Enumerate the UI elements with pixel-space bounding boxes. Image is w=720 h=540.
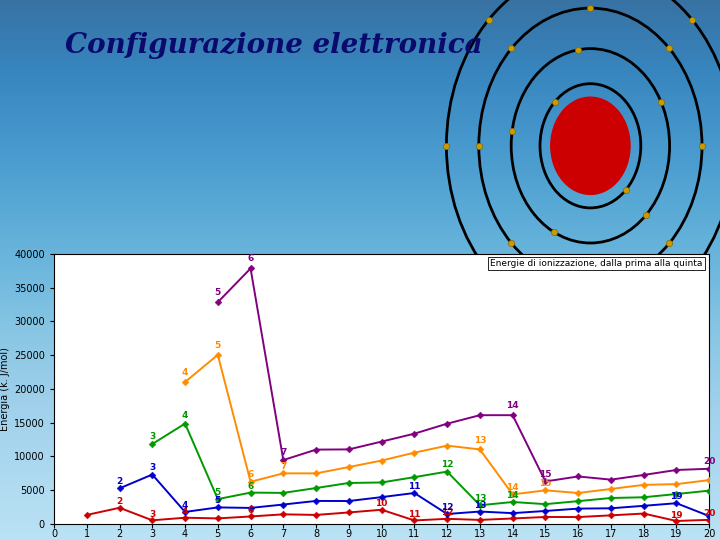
Text: 3: 3 <box>149 510 156 519</box>
Text: 12: 12 <box>441 503 454 512</box>
Text: 20: 20 <box>703 509 716 518</box>
Text: 6: 6 <box>248 506 253 515</box>
Text: 4: 4 <box>182 368 188 377</box>
Text: Energie di ionizzazione, dalla prima alla quinta: Energie di ionizzazione, dalla prima all… <box>490 259 703 268</box>
Text: 13: 13 <box>474 436 486 446</box>
Text: 5: 5 <box>215 496 221 505</box>
Text: 7: 7 <box>280 462 287 471</box>
Text: 7: 7 <box>280 448 287 457</box>
Text: 3: 3 <box>149 431 156 441</box>
Text: 10: 10 <box>375 499 388 508</box>
Text: 11: 11 <box>408 482 420 491</box>
Text: 4: 4 <box>182 501 188 510</box>
Text: 5: 5 <box>215 288 221 297</box>
Text: 5: 5 <box>215 341 221 350</box>
Text: 4: 4 <box>182 411 188 420</box>
Text: 15: 15 <box>539 478 552 488</box>
Text: 2: 2 <box>117 497 122 506</box>
Text: 14: 14 <box>506 491 519 500</box>
Text: 2: 2 <box>117 477 122 486</box>
Y-axis label: Energia (k. J/mol): Energia (k. J/mol) <box>0 347 10 431</box>
Text: 12: 12 <box>441 460 454 469</box>
Text: 12: 12 <box>441 509 454 517</box>
Text: 14: 14 <box>506 483 519 492</box>
Text: 15: 15 <box>539 470 552 479</box>
Text: 6: 6 <box>248 482 253 490</box>
Text: 3: 3 <box>149 463 156 472</box>
Text: 14: 14 <box>506 401 519 410</box>
Text: 4: 4 <box>182 508 188 516</box>
Text: 5: 5 <box>215 488 221 497</box>
Text: 6: 6 <box>248 470 253 480</box>
Text: 6: 6 <box>248 254 253 263</box>
Text: 13: 13 <box>474 494 486 503</box>
Text: 13: 13 <box>474 501 486 510</box>
Text: 19: 19 <box>670 492 683 501</box>
Ellipse shape <box>551 97 630 194</box>
Text: 20: 20 <box>703 457 716 467</box>
Text: Configurazione elettronica: Configurazione elettronica <box>65 32 482 59</box>
Text: 19: 19 <box>670 511 683 519</box>
Text: 11: 11 <box>408 510 420 519</box>
